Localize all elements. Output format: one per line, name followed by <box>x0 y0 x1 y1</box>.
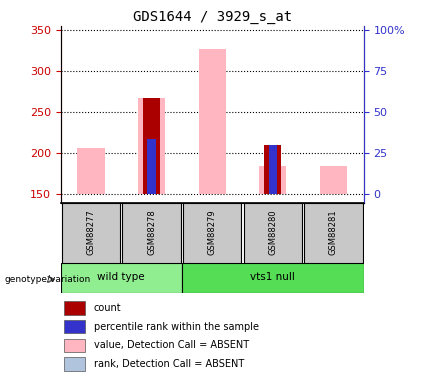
Bar <box>182 262 364 292</box>
Text: GSM88279: GSM88279 <box>208 210 216 255</box>
Bar <box>64 339 84 352</box>
Text: percentile rank within the sample: percentile rank within the sample <box>94 322 259 332</box>
Text: GSM88281: GSM88281 <box>329 210 338 255</box>
Title: GDS1644 / 3929_s_at: GDS1644 / 3929_s_at <box>132 10 292 24</box>
Text: value, Detection Call = ABSENT: value, Detection Call = ABSENT <box>94 340 249 350</box>
Bar <box>244 202 302 262</box>
Bar <box>264 145 281 194</box>
Bar <box>267 145 278 194</box>
Text: rank, Detection Call = ABSENT: rank, Detection Call = ABSENT <box>94 359 244 369</box>
Bar <box>147 138 156 194</box>
Bar <box>64 357 84 371</box>
Bar <box>259 166 286 194</box>
Bar <box>62 202 120 262</box>
Text: GSM88280: GSM88280 <box>268 210 277 255</box>
Bar <box>198 49 226 194</box>
Bar <box>138 98 165 194</box>
Bar <box>304 202 362 262</box>
Bar <box>61 262 182 292</box>
Bar <box>143 98 160 194</box>
Text: genotype/variation: genotype/variation <box>4 275 90 284</box>
Bar <box>64 320 84 333</box>
Text: GSM88277: GSM88277 <box>87 210 95 255</box>
Text: vts1 null: vts1 null <box>250 273 295 282</box>
Bar <box>268 145 277 194</box>
Bar <box>320 166 347 194</box>
Bar <box>78 148 105 194</box>
Bar <box>123 202 181 262</box>
Text: GSM88278: GSM88278 <box>147 210 156 255</box>
Text: count: count <box>94 303 121 313</box>
Bar <box>183 202 241 262</box>
Text: wild type: wild type <box>97 273 145 282</box>
Bar <box>146 138 157 194</box>
Bar <box>64 301 84 315</box>
